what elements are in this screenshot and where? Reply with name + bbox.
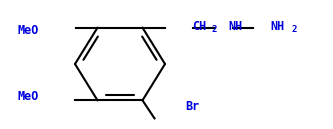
Text: MeO: MeO [18, 23, 39, 37]
Text: Br: Br [185, 99, 199, 112]
Text: NH: NH [228, 19, 242, 33]
Text: MeO: MeO [18, 91, 39, 103]
Text: 2: 2 [212, 26, 217, 34]
Text: 2: 2 [291, 26, 296, 34]
Text: CH: CH [192, 19, 206, 33]
Text: NH: NH [270, 19, 284, 33]
